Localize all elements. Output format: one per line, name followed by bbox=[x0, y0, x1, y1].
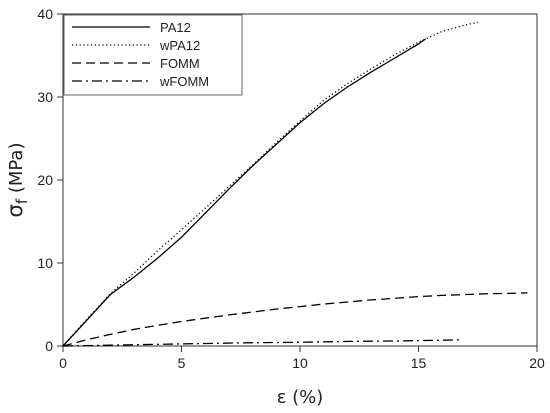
x-axis-title: ε (%) bbox=[277, 387, 324, 408]
series-line-fomm bbox=[62, 292, 528, 347]
legend: PA12 wPA12 FOMM wFOMM bbox=[63, 14, 243, 96]
series-lines bbox=[62, 21, 528, 347]
y-axis-subscript: f bbox=[13, 198, 31, 204]
y-tick-label: 30 bbox=[37, 89, 53, 105]
y-axis-unit: (MPa) bbox=[6, 143, 27, 199]
legend-box bbox=[63, 14, 243, 96]
tick-labels: 0 5 10 15 20 0 10 20 30 40 bbox=[37, 6, 545, 371]
x-tick-label: 20 bbox=[529, 355, 545, 371]
x-tick-label: 5 bbox=[178, 355, 186, 371]
y-tick-label: 0 bbox=[45, 338, 53, 354]
y-tick-label: 20 bbox=[37, 172, 53, 188]
ticks bbox=[57, 13, 538, 352]
y-tick-label: 10 bbox=[37, 255, 53, 271]
series-line-wfomm bbox=[62, 339, 462, 347]
legend-label-fomm: FOMM bbox=[160, 56, 200, 71]
x-tick-label: 0 bbox=[59, 355, 67, 371]
y-axis-symbol: σ bbox=[3, 204, 27, 217]
legend-label-wfomm: wFOMM bbox=[159, 74, 209, 89]
y-axis-title: σf (MPa) bbox=[3, 143, 31, 218]
x-tick-label: 10 bbox=[292, 355, 308, 371]
x-tick-label: 15 bbox=[411, 355, 427, 371]
series-line-pa12 bbox=[62, 38, 426, 347]
legend-label-wpa12: wPA12 bbox=[159, 38, 200, 53]
legend-label-pa12: PA12 bbox=[160, 20, 191, 35]
y-tick-label: 40 bbox=[37, 6, 53, 22]
